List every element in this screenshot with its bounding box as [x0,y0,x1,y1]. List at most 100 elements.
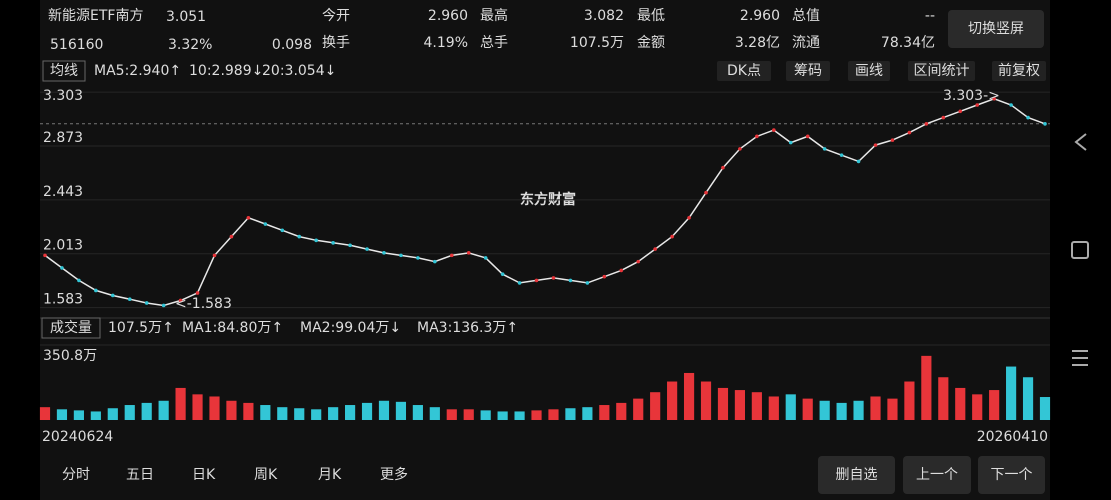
stock-code: 516160 [50,37,103,53]
price-point [212,253,217,258]
volume-bar [73,410,84,420]
tool-button-label[interactable]: 区间统计 [914,63,970,79]
volume-bar [785,394,796,420]
stat-label: 总值 [792,8,820,24]
volume-bar [192,394,203,420]
volume-bar [565,408,576,420]
tab[interactable]: 更多 [380,466,408,483]
footer-button[interactable] [978,456,1045,494]
price-point [144,301,149,305]
tool-button-label[interactable]: DK点 [727,63,761,79]
price-point [805,134,810,139]
price-point [178,298,183,303]
price-point [1009,103,1013,107]
stat-label: 总手 [480,35,508,51]
volume-bar [226,400,237,420]
price-point [517,281,522,285]
price-point [246,215,251,220]
volume-bar [361,402,373,420]
volume-bar [582,407,593,420]
y-tick-label: 3.303 [43,88,83,104]
price-point [755,134,759,139]
stat-value: 2.960 [740,8,780,24]
change: 0.098 [272,37,312,53]
tab[interactable]: 五日 [126,467,154,483]
volume-bar [633,398,644,420]
vol-legend: MA3:136.3万↑ [417,320,518,336]
vol-legend: MA2:99.04万↓ [300,320,401,336]
button-label[interactable]: 切换竖屏 [968,20,1024,37]
volume-bar [751,392,762,420]
tab[interactable]: 周K [254,467,278,483]
volume-bar [378,400,390,420]
stat-value: 107.5万 [570,35,624,51]
footer-button-label[interactable]: 删自选 [836,467,878,483]
price-point [94,288,98,293]
volume-bar [667,381,678,420]
stock-name: 新能源ETF南方 [48,8,143,24]
price-point [483,256,488,260]
volume-bar [853,400,864,420]
volume-bar [395,401,407,420]
annotation: <-1.583 [175,296,232,312]
ma-box[interactable] [42,60,86,82]
nav-back[interactable] [1074,133,1087,151]
price-point [331,241,335,245]
tab[interactable]: 日K [192,467,216,483]
tool-button-label[interactable]: 筹码 [794,62,822,79]
tool-button[interactable] [786,61,830,81]
ma-label[interactable]: 均线 [50,63,78,79]
volume-bar [548,409,559,420]
vol-legend: 107.5万↑ [108,320,174,336]
annotation: 3.303-> [943,88,1000,104]
footer-button[interactable] [818,456,895,494]
volume-bar [870,396,881,420]
tab[interactable]: 月K [318,467,342,483]
ma-value: 20:3.054↓ [262,63,336,79]
stat-label: 最高 [480,7,508,24]
nav-home[interactable] [1071,241,1089,259]
price-point [229,234,234,239]
footer-button-label[interactable]: 下一个 [991,467,1033,483]
volume-bar [90,411,101,420]
volume-bar [1006,366,1017,420]
volume-bar [836,402,847,420]
price-point [433,259,437,264]
volume-bar [972,394,983,420]
volume-bar [141,402,152,420]
price-point [822,147,827,151]
price-point [975,103,980,107]
tab[interactable]: 分时 [62,467,90,483]
stat-label: 换手 [322,34,350,51]
tool-button[interactable] [908,61,975,81]
volume-bar [1039,397,1051,420]
volume-bar [819,400,830,420]
button[interactable] [948,10,1044,48]
ma-value: 10:2.989↓ [189,63,263,79]
price-point [890,138,895,142]
price-point [43,253,47,258]
vol-box[interactable] [41,317,101,339]
footer-button[interactable] [903,456,971,494]
stock-price: 3.051 [166,9,206,25]
stat-value: 2.960 [428,8,468,24]
price-point [924,122,929,126]
price-point [585,281,590,285]
price-point [839,153,844,157]
price-point [992,96,996,101]
stat-value: 3.28亿 [735,35,780,51]
vol-header[interactable]: 成交量 [50,319,92,336]
tool-button[interactable] [992,61,1046,81]
tool-button-label[interactable]: 前复权 [998,62,1040,79]
tool-button-label[interactable]: 画线 [855,63,883,79]
price-point [788,140,793,145]
price-line [44,98,1046,307]
tool-button[interactable] [717,61,771,81]
nav-menu[interactable] [1072,350,1088,366]
volume-bar [921,355,932,420]
stat-value: 3.082 [584,8,624,24]
tool-button[interactable] [848,61,890,81]
footer-button-label[interactable]: 上一个 [916,467,958,483]
volume-bar [328,407,339,420]
